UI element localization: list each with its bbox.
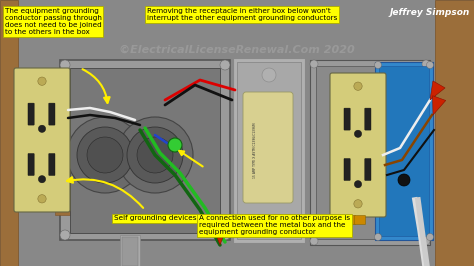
Text: The equipment grounding
conductor passing through
does not need to be joined
to : The equipment grounding conductor passin…: [5, 8, 101, 35]
Circle shape: [310, 60, 318, 68]
FancyBboxPatch shape: [330, 73, 386, 217]
Text: 15 AMP TYPE X ASTM C1396/C1396M: 15 AMP TYPE X ASTM C1396/C1396M: [253, 122, 257, 178]
FancyBboxPatch shape: [257, 214, 266, 223]
Bar: [435, 0, 474, 266]
Circle shape: [168, 138, 182, 152]
FancyBboxPatch shape: [345, 215, 356, 225]
Bar: [120, 235, 140, 266]
FancyBboxPatch shape: [14, 68, 70, 212]
FancyBboxPatch shape: [243, 92, 293, 203]
Circle shape: [67, 117, 143, 193]
FancyBboxPatch shape: [365, 159, 371, 181]
Circle shape: [137, 137, 173, 173]
Bar: [0, 0, 18, 266]
Circle shape: [262, 68, 276, 82]
FancyBboxPatch shape: [365, 108, 371, 130]
Bar: [316, 66, 424, 239]
Circle shape: [220, 230, 230, 240]
Bar: [379, 66, 429, 236]
Bar: [310, 60, 430, 245]
Polygon shape: [433, 96, 446, 115]
Circle shape: [38, 77, 46, 85]
Text: ©ElectricalLicenseRenewal.Com 2020: ©ElectricalLicenseRenewal.Com 2020: [119, 45, 355, 55]
Circle shape: [60, 230, 70, 240]
Circle shape: [427, 234, 434, 240]
FancyBboxPatch shape: [49, 103, 55, 125]
Circle shape: [38, 176, 46, 183]
Circle shape: [310, 237, 318, 245]
Circle shape: [38, 195, 46, 203]
Circle shape: [60, 60, 70, 70]
Circle shape: [38, 125, 46, 132]
Circle shape: [374, 234, 382, 240]
Bar: [375, 62, 433, 240]
Circle shape: [398, 174, 410, 186]
Circle shape: [117, 117, 193, 193]
Circle shape: [422, 60, 430, 68]
Bar: [122, 237, 138, 266]
Circle shape: [354, 200, 362, 208]
Circle shape: [127, 127, 183, 183]
FancyBboxPatch shape: [325, 215, 336, 225]
Text: Self grounding devices: Self grounding devices: [114, 215, 196, 222]
Bar: [60, 60, 230, 240]
Circle shape: [374, 61, 382, 69]
Text: Jeffrey Simpson: Jeffrey Simpson: [389, 8, 469, 17]
FancyBboxPatch shape: [246, 214, 255, 223]
FancyBboxPatch shape: [344, 108, 350, 130]
Polygon shape: [430, 81, 445, 100]
Bar: [233, 58, 305, 243]
Circle shape: [262, 218, 276, 232]
FancyBboxPatch shape: [28, 153, 34, 176]
Circle shape: [355, 181, 362, 188]
Circle shape: [422, 237, 430, 245]
Circle shape: [87, 137, 123, 173]
Bar: [70, 68, 220, 233]
FancyBboxPatch shape: [273, 214, 283, 223]
Text: Removing the receptacle in either box below won't
interrupt the other equipment : Removing the receptacle in either box be…: [147, 8, 337, 21]
FancyBboxPatch shape: [355, 215, 365, 225]
FancyBboxPatch shape: [28, 103, 34, 125]
Bar: [237, 62, 301, 239]
Circle shape: [427, 61, 434, 69]
Circle shape: [355, 130, 362, 138]
Circle shape: [354, 82, 362, 90]
Circle shape: [77, 127, 133, 183]
FancyBboxPatch shape: [344, 159, 350, 181]
Text: A connection used for no other purpose is
required between the metal box and the: A connection used for no other purpose i…: [199, 215, 350, 235]
Bar: [55, 155, 95, 215]
Polygon shape: [213, 227, 227, 245]
FancyBboxPatch shape: [49, 153, 55, 176]
Circle shape: [220, 60, 230, 70]
FancyBboxPatch shape: [285, 214, 294, 223]
